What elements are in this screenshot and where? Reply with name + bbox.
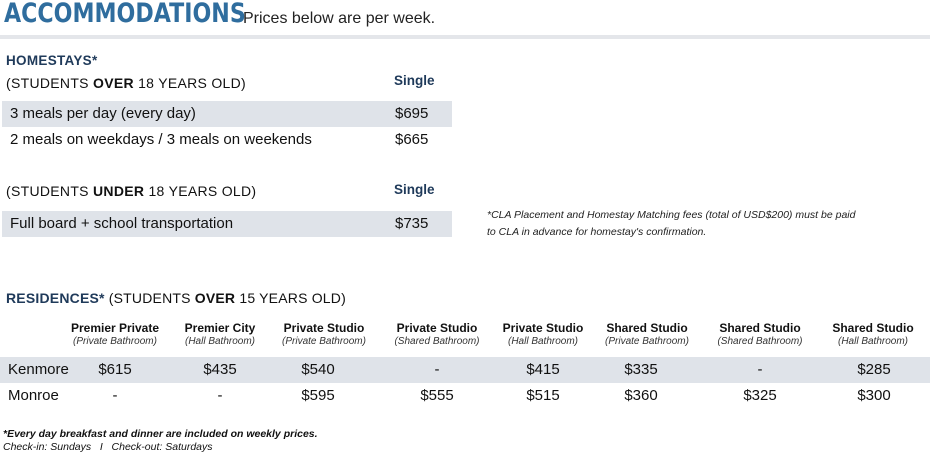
homestays-under18-column-single: Single: [394, 182, 435, 197]
residence-name: Monroe: [8, 387, 59, 404]
residence-column-header: Private Studio (Shared Bathroom): [394, 321, 480, 347]
page-subtitle: Prices below are per week.: [243, 10, 436, 27]
residence-price: $555: [420, 387, 454, 404]
residence-price: $540: [301, 361, 335, 378]
residence-price: $515: [526, 387, 560, 404]
table-row: Monroe - - $595 $555 $515 $360 $325 $300: [0, 383, 930, 409]
homestays-over18-label: (STUDENTS OVER 18 YEARS OLD): [6, 75, 246, 91]
residence-column-header: Premier Private (Private Bathroom): [70, 321, 160, 347]
residence-price: -: [217, 387, 223, 404]
residence-price: $325: [743, 387, 777, 404]
residence-column-header: Premier City (Hall Bathroom): [184, 321, 256, 347]
residence-price: -: [112, 387, 118, 404]
residence-column-header: Shared Studio (Shared Bathroom): [717, 321, 803, 347]
residence-price: $285: [857, 361, 891, 378]
residence-price: $360: [624, 387, 658, 404]
header-divider: [0, 35, 930, 39]
homestay-fee-note: *CLA Placement and Homestay Matching fee…: [487, 209, 856, 238]
homestay-option-label: 2 meals on weekdays / 3 meals on weekend…: [10, 131, 312, 148]
homestays-over18-column-single: Single: [394, 73, 435, 88]
checkin-checkout-note: Check-in: Sundays I Check-out: Saturdays: [3, 441, 213, 453]
homestay-option-price: $695: [395, 105, 429, 122]
residence-column-header: Private Studio (Hall Bathroom): [502, 321, 584, 347]
table-row: 2 meals on weekdays / 3 meals on weekend…: [2, 127, 452, 153]
homestay-option-price: $665: [395, 131, 429, 148]
homestays-under18-label: (STUDENTS UNDER 18 YEARS OLD): [6, 183, 257, 199]
residence-price: $435: [203, 361, 237, 378]
residence-price: $300: [857, 387, 891, 404]
residence-price: $415: [526, 361, 560, 378]
page-title: ACCOMMODATIONS: [4, 0, 246, 29]
residence-column-header: Shared Studio (Hall Bathroom): [832, 321, 914, 347]
residences-heading: RESIDENCES* (STUDENTS OVER 15 YEARS OLD): [6, 290, 346, 306]
meals-included-note: *Every day breakfast and dinner are incl…: [3, 428, 318, 440]
residence-price: -: [434, 361, 440, 378]
homestay-option-price: $735: [395, 215, 429, 232]
homestays-heading: HOMESTAYS*: [6, 53, 98, 68]
residence-price: -: [757, 361, 763, 378]
residence-price: $335: [624, 361, 658, 378]
homestay-option-label: 3 meals per day (every day): [10, 105, 196, 122]
table-row: 3 meals per day (every day) $695: [2, 101, 452, 127]
residence-price: $595: [301, 387, 335, 404]
table-row: Full board + school transportation $735: [2, 211, 452, 237]
residence-name: Kenmore: [8, 361, 69, 378]
residence-price: $615: [98, 361, 132, 378]
residence-column-header: Private Studio (Private Bathroom): [282, 321, 366, 347]
table-row: Kenmore $615 $435 $540 - $415 $335 - $28…: [0, 357, 930, 383]
residence-column-header: Shared Studio (Private Bathroom): [605, 321, 689, 347]
homestay-option-label: Full board + school transportation: [10, 215, 234, 232]
